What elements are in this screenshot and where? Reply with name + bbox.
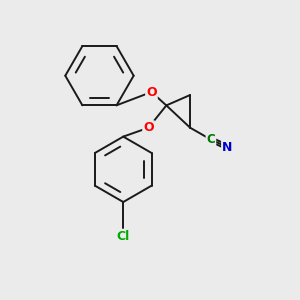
Text: C: C (207, 133, 215, 146)
Text: Cl: Cl (117, 230, 130, 243)
Text: N: N (222, 140, 232, 154)
Text: O: O (143, 121, 154, 134)
Text: O: O (146, 85, 157, 98)
